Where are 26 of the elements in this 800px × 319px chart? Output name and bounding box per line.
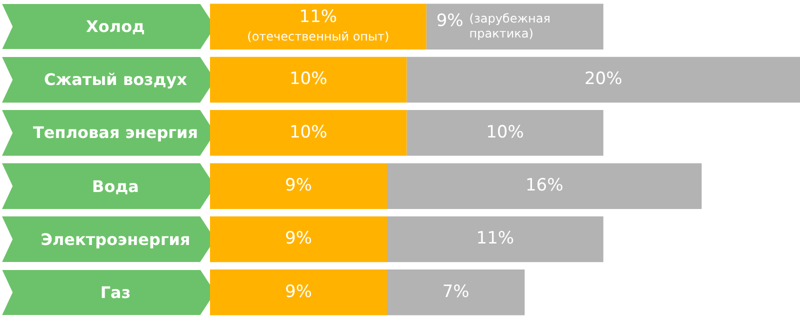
data-label: 20%	[584, 69, 622, 90]
data-label: 16%	[525, 176, 564, 196]
bar	[426, 4, 604, 50]
data-label: 10%	[486, 122, 524, 142]
y-tick-label: Тепловая энергия	[32, 123, 198, 142]
data-label: 11%	[299, 7, 338, 28]
y-tick-label: Газ	[99, 282, 131, 302]
y-tick-label: Холод	[85, 17, 145, 36]
y-tick-label: Вода	[91, 176, 139, 196]
bar	[387, 163, 702, 209]
data-label: 11%	[476, 228, 514, 249]
data-label: 10%	[289, 122, 328, 142]
y-tick-label: Электроэнергия	[40, 230, 190, 249]
bar	[387, 216, 604, 262]
bar	[406, 56, 800, 103]
data-label: 9%	[285, 176, 312, 196]
data-label: 9%	[285, 228, 312, 249]
data-label: 7%	[442, 282, 470, 302]
y-tick-label: Сжатый воздух	[42, 70, 188, 90]
data-label: 9%	[285, 282, 312, 302]
bar	[387, 270, 525, 316]
data-label: 10%	[289, 69, 328, 90]
bar	[406, 110, 604, 156]
data-label: 9%	[436, 11, 464, 32]
series-label: (отечественный опыт)	[247, 30, 390, 44]
series-label: (зарубежная практика)	[469, 12, 550, 41]
